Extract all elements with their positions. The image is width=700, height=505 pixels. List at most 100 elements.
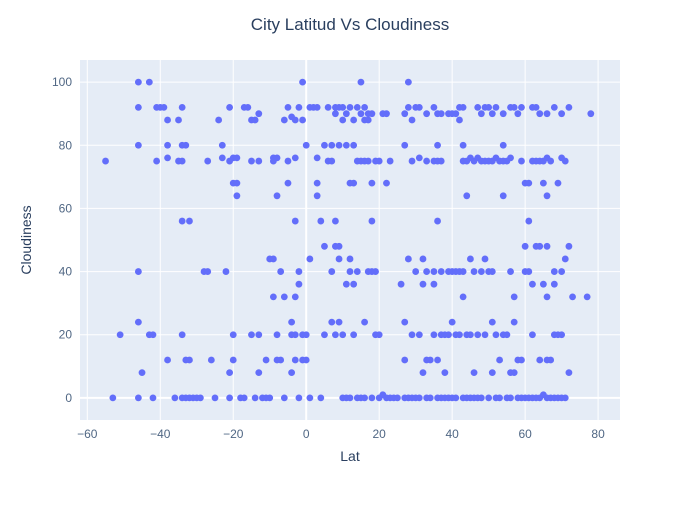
data-point (529, 280, 536, 288)
data-point (291, 116, 299, 124)
data-point (291, 356, 299, 364)
data-point (313, 179, 321, 187)
data-points (102, 78, 595, 402)
data-point (233, 179, 241, 187)
data-point (518, 356, 525, 364)
data-point (375, 331, 383, 339)
data-point (467, 331, 474, 339)
data-point (251, 116, 259, 124)
data-point (164, 154, 171, 162)
y-tick-label: 0 (65, 391, 72, 405)
data-point (134, 318, 142, 326)
data-point (233, 154, 241, 162)
data-point (255, 331, 263, 339)
y-tick-label: 60 (59, 201, 73, 215)
data-point (255, 369, 263, 377)
data-point (164, 356, 171, 364)
data-point (412, 268, 420, 275)
data-point (240, 394, 248, 402)
data-point (226, 369, 233, 377)
data-point (175, 116, 182, 124)
data-point (474, 103, 482, 111)
data-point (430, 103, 438, 111)
data-point (197, 394, 204, 402)
data-point (477, 110, 485, 118)
data-point (357, 78, 365, 86)
data-point (229, 331, 237, 339)
data-point (153, 157, 161, 165)
data-point (561, 394, 569, 402)
data-point (149, 331, 157, 339)
data-point (368, 217, 376, 225)
data-point (295, 394, 303, 402)
data-point (299, 116, 306, 124)
data-point (536, 242, 544, 250)
data-point (499, 192, 507, 200)
data-point (503, 331, 511, 339)
data-point (463, 192, 471, 200)
data-point (262, 356, 270, 364)
data-point (426, 356, 434, 364)
data-point (218, 141, 226, 149)
data-point (291, 331, 299, 339)
data-point (302, 356, 310, 364)
data-point (339, 331, 347, 339)
data-point (459, 103, 467, 111)
data-point (145, 78, 153, 86)
data-point (452, 110, 460, 118)
data-point (372, 268, 379, 275)
data-point (342, 280, 350, 288)
data-point (361, 318, 368, 326)
data-point (561, 255, 569, 263)
data-point (186, 356, 193, 364)
data-point (470, 369, 478, 377)
data-point (350, 179, 358, 187)
x-tick-label: −60 (77, 427, 98, 441)
data-point (525, 268, 533, 275)
y-axis-ticks: 0 20 40 60 80 100 (52, 75, 72, 405)
data-point (284, 179, 292, 187)
data-point (284, 103, 292, 111)
data-point (518, 157, 525, 165)
data-point (248, 331, 255, 339)
x-tick-label: −40 (150, 427, 171, 441)
data-point (492, 331, 500, 339)
data-point (302, 331, 310, 339)
y-tick-label: 40 (59, 265, 73, 279)
data-point (488, 369, 496, 377)
y-tick-label: 20 (59, 328, 73, 342)
data-point (164, 141, 171, 149)
data-point (587, 110, 595, 118)
data-point (321, 242, 328, 250)
data-point (456, 331, 463, 339)
data-point (470, 268, 478, 275)
data-point (558, 268, 566, 275)
data-point (547, 157, 555, 165)
data-point (346, 394, 354, 402)
data-point (178, 331, 186, 339)
data-point (229, 356, 237, 364)
data-point (423, 110, 431, 118)
data-point (328, 141, 336, 149)
data-point (448, 318, 456, 326)
data-point (368, 110, 376, 118)
data-point (499, 110, 507, 118)
data-point (481, 331, 489, 339)
data-point (328, 157, 336, 165)
data-point (558, 331, 566, 339)
data-point (324, 103, 332, 111)
data-point (507, 154, 514, 162)
data-point (288, 318, 296, 326)
data-point (441, 369, 449, 377)
data-point (510, 103, 518, 111)
data-point (547, 356, 555, 364)
data-point (346, 268, 354, 275)
data-point (565, 369, 573, 377)
data-point (415, 154, 423, 162)
data-point (182, 141, 190, 149)
data-point (496, 394, 503, 402)
data-point (266, 394, 274, 402)
data-point (401, 110, 409, 118)
data-point (102, 157, 109, 165)
data-point (419, 369, 427, 377)
